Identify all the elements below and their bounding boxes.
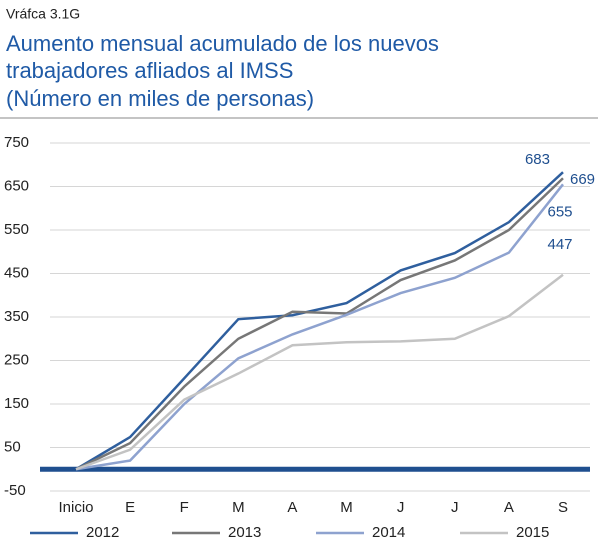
x-tick-label: M xyxy=(340,499,353,516)
x-tick-label: Inicio xyxy=(58,499,93,516)
series-line xyxy=(75,273,564,471)
value-label: 683 xyxy=(525,151,550,168)
y-tick-label: 350 xyxy=(4,308,29,325)
value-label: 655 xyxy=(547,203,572,220)
y-tick-label: 550 xyxy=(4,221,29,238)
x-tick-label: A xyxy=(287,499,297,516)
legend-label: 2013 xyxy=(228,524,261,541)
x-tick-label: M xyxy=(232,499,245,516)
chart-subtitle: (Número en miles de personas) xyxy=(6,86,314,111)
y-tick-label: 650 xyxy=(4,177,29,194)
series-line xyxy=(75,183,564,471)
series-line xyxy=(75,171,564,471)
value-label: 447 xyxy=(547,236,572,253)
value-label: 669 xyxy=(570,171,595,188)
chart-title: Aumento mensual acumulado de los nuevos xyxy=(6,31,439,56)
x-tick-label: J xyxy=(451,499,459,516)
chart-label: Vráfca 3.1G xyxy=(6,6,80,22)
legend-label: 2015 xyxy=(516,524,549,541)
series-line xyxy=(75,177,564,471)
chart-title: trabajadores afliados al IMSS xyxy=(6,58,293,83)
y-tick-label: 450 xyxy=(4,264,29,281)
legend-label: 2014 xyxy=(372,524,405,541)
x-tick-label: F xyxy=(180,499,189,516)
y-tick-label: 50 xyxy=(4,438,21,455)
x-tick-label: A xyxy=(504,499,514,516)
y-tick-label: 750 xyxy=(4,134,29,151)
y-tick-label: 250 xyxy=(4,351,29,368)
legend-label: 2012 xyxy=(86,524,119,541)
x-tick-label: J xyxy=(397,499,405,516)
x-tick-label: E xyxy=(125,499,135,516)
x-tick-label: S xyxy=(558,499,568,516)
y-tick-label: 150 xyxy=(4,395,29,412)
y-tick-label: -50 xyxy=(4,482,26,499)
